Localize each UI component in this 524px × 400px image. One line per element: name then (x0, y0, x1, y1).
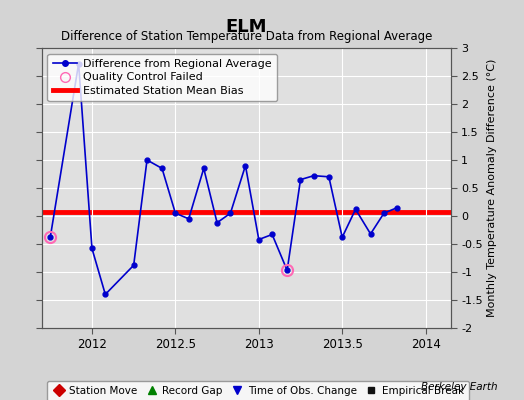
Y-axis label: Monthly Temperature Anomaly Difference (°C): Monthly Temperature Anomaly Difference (… (487, 59, 497, 317)
Text: ELM: ELM (225, 18, 267, 36)
Text: Difference of Station Temperature Data from Regional Average: Difference of Station Temperature Data f… (61, 30, 432, 43)
Legend: Station Move, Record Gap, Time of Obs. Change, Empirical Break: Station Move, Record Gap, Time of Obs. C… (47, 381, 469, 400)
Text: Berkeley Earth: Berkeley Earth (421, 382, 498, 392)
